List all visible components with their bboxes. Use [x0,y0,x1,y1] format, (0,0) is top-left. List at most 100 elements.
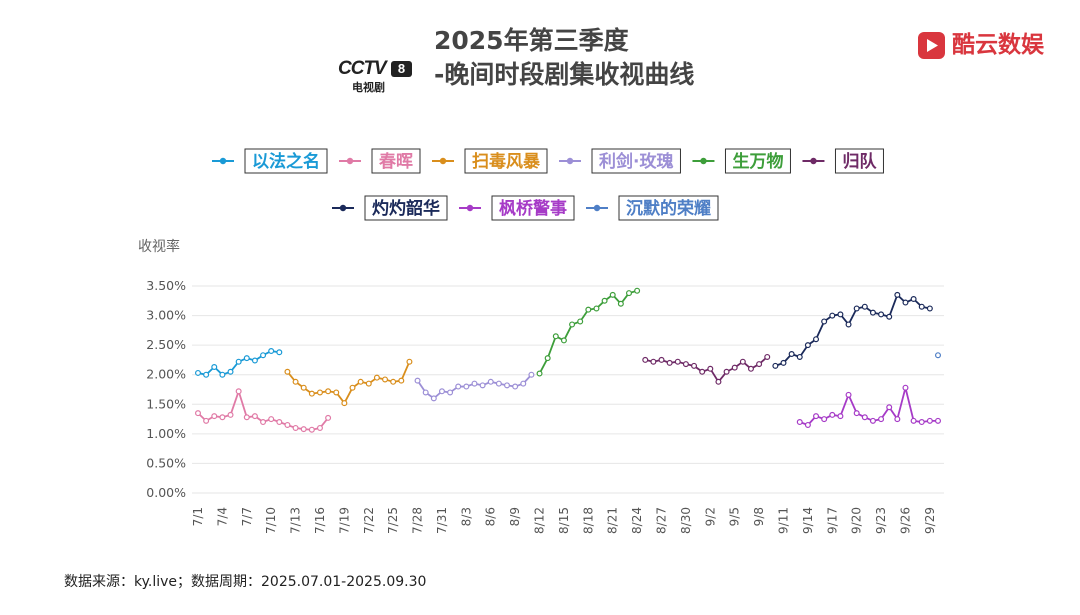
legend-label-box [591,148,681,174]
series-利剑·玫瑰 [414,371,535,402]
data-point [829,411,836,418]
legend-marker [566,157,574,165]
data-point [235,358,242,365]
data-point [398,377,405,384]
data-point [601,297,608,304]
data-point [902,384,909,391]
data-point [731,364,738,371]
page-title: 2025年第三季度 -晚间时段剧集收视曲线 [434,24,694,92]
data-point [837,311,844,318]
series-line [645,356,768,383]
data-point [861,414,868,421]
x-tick-label: 8/6 [484,507,498,526]
x-tick-label: 8/27 [655,507,669,534]
data-point [325,388,332,395]
data-point [853,305,860,312]
data-point [316,424,323,431]
chart-grid [192,285,944,494]
x-tick-label: 9/29 [923,507,937,534]
data-point [512,383,519,390]
x-tick-label: 8/12 [533,507,547,534]
x-tick-label: 7/22 [362,507,376,534]
legend-label-box [618,195,719,221]
legend-label: 灼灼韶华 [372,198,440,219]
data-point [666,359,673,366]
data-point [674,358,681,365]
data-point [471,380,478,387]
legend-marker [439,157,447,165]
legend-item: 利剑·玫瑰 [559,148,681,174]
data-point [251,357,258,364]
data-point [422,389,429,396]
data-point [341,400,348,407]
data-point [284,421,291,428]
series-生万物 [536,287,641,377]
data-point [617,300,624,307]
data-point [910,296,917,303]
data-point [195,410,202,417]
data-point [357,378,364,385]
data-point [650,358,657,365]
data-point [788,351,795,358]
legend-label-box [834,148,884,174]
y-tick-label: 1.00% [146,426,186,441]
data-point [764,353,771,360]
data-point [625,290,632,297]
legend-label: 归队 [842,151,877,172]
x-tick-label: 9/17 [825,507,839,534]
x-tick-label: 8/9 [508,507,522,526]
data-point [878,311,885,318]
data-point [577,318,584,325]
data-point [463,383,470,390]
legend-label: 扫毒风暴 [472,151,541,172]
data-point [691,362,698,369]
data-point [260,419,267,426]
legend-item: 春晖 [339,148,421,174]
x-tick-label: 9/14 [801,507,815,534]
data-point [195,369,202,376]
y-tick-label: 3.00% [146,308,186,323]
data-point [756,361,763,368]
data-point [390,378,397,385]
x-tick-label: 8/30 [679,507,693,534]
data-point [821,416,828,423]
legend-label: 生万物 [732,151,783,172]
x-tick-label: 9/23 [874,507,888,534]
legend-label-box [724,148,791,174]
data-point [308,426,315,433]
y-tick-label: 0.50% [146,455,186,470]
data-point [219,414,226,421]
x-tick-label: 7/19 [337,507,351,534]
legend-marker [219,157,227,165]
x-tick-label: 9/26 [898,507,912,534]
data-point [861,303,868,310]
y-tick-label: 0.00% [146,485,186,500]
legend-label: 枫桥警事 [499,198,567,219]
data-point [739,358,746,365]
data-point [300,426,307,433]
legend-item: 以法之名 [212,148,328,174]
y-tick-label: 3.50% [146,278,186,293]
data-point [894,291,901,298]
data-point [699,368,706,375]
legend-marker [593,204,601,212]
legend-label-box [244,148,328,174]
data-point [211,364,218,371]
data-point [219,371,226,378]
data-point [869,309,876,316]
data-point [203,417,210,424]
y-tick-label: 2.00% [146,367,186,382]
data-point [853,410,860,417]
data-point [886,404,893,411]
data-point [300,384,307,391]
data-point [536,370,543,377]
legend-marker [810,157,817,165]
data-point [682,361,689,368]
series-line [799,386,938,426]
data-point [747,365,754,372]
data-point [829,312,836,319]
data-point [918,303,925,310]
x-tick-label: 7/4 [215,507,229,526]
data-point [292,378,299,385]
x-tick-label: 7/13 [289,507,303,534]
